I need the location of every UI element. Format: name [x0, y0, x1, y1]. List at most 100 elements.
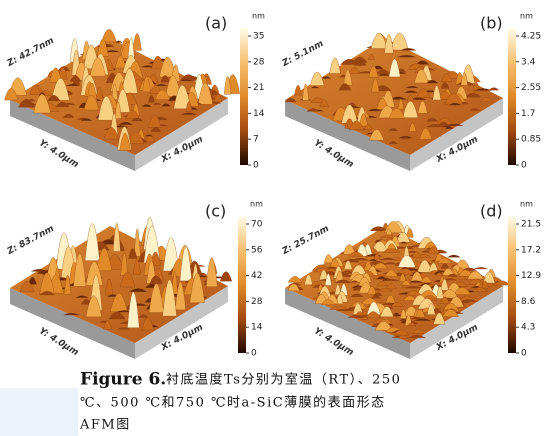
peak	[390, 32, 409, 51]
colorbar	[240, 28, 248, 165]
colorbar-tick-label: 14	[253, 109, 265, 119]
peak	[393, 329, 410, 336]
colorbar-tick-label: 4.25	[521, 32, 541, 42]
colorbar-tick-label: 0	[521, 161, 527, 171]
peak	[85, 261, 103, 286]
peak	[427, 246, 440, 254]
peak	[433, 312, 446, 325]
peak	[447, 254, 461, 258]
peak	[147, 115, 162, 128]
peak	[97, 38, 109, 57]
peak	[370, 295, 382, 299]
peak	[152, 102, 162, 105]
peak	[396, 232, 411, 243]
peak	[370, 229, 384, 232]
peak	[287, 283, 300, 292]
peak	[385, 283, 397, 290]
peak	[408, 122, 417, 132]
peak	[437, 257, 452, 264]
caption-label: Figure 6.	[80, 370, 166, 390]
peak	[133, 259, 141, 275]
peak	[115, 40, 123, 43]
peak	[432, 85, 441, 101]
colorbar-tick-label: 35	[253, 32, 264, 42]
peak	[412, 328, 425, 334]
peak	[306, 108, 320, 112]
peak	[175, 281, 186, 311]
peak	[121, 68, 138, 94]
peak	[390, 302, 404, 307]
peak	[33, 94, 51, 114]
peak	[223, 76, 232, 95]
caption-box	[0, 388, 78, 436]
peak	[302, 83, 309, 101]
peak	[347, 251, 364, 257]
peak	[481, 280, 489, 289]
colorbar-tick-label: 1.7	[521, 109, 535, 119]
peak	[111, 83, 118, 100]
peak	[469, 108, 481, 111]
peak	[353, 60, 367, 66]
peak	[350, 293, 364, 297]
colorbar-tick-label: 12.9	[521, 271, 541, 281]
peak	[150, 127, 162, 132]
peak	[368, 65, 379, 78]
peak	[426, 117, 439, 122]
colorbar-tick-label: 8.6	[521, 297, 536, 307]
peak	[323, 254, 334, 263]
peak	[384, 34, 394, 54]
peak	[127, 291, 140, 328]
peak	[321, 76, 332, 79]
colorbar-tick-label: 28	[251, 297, 263, 307]
peak	[206, 257, 218, 287]
peak	[405, 85, 420, 89]
peak	[149, 275, 163, 284]
peak	[435, 272, 444, 276]
caption-line: 衬底温度Ts分别为室温（RT）、250	[166, 372, 401, 388]
peak	[114, 101, 122, 119]
colorbar-tick-label: 42	[251, 271, 262, 281]
peak	[185, 101, 193, 112]
panel-label: (d)	[480, 202, 503, 221]
z-range-label: Z: 25.7nm	[280, 224, 331, 257]
peak	[84, 223, 100, 261]
peak	[370, 32, 388, 49]
peak	[189, 272, 205, 303]
peak	[419, 128, 433, 140]
peak	[474, 88, 492, 91]
peak	[148, 95, 155, 103]
peak	[19, 281, 35, 293]
peak	[119, 132, 131, 151]
peak	[141, 317, 154, 331]
peak	[112, 223, 121, 252]
peak	[287, 276, 302, 283]
peak	[181, 112, 197, 115]
peak	[350, 280, 359, 283]
side-wall	[410, 98, 503, 171]
peak	[473, 267, 488, 270]
z-range-label: Z: 83.7nm	[5, 224, 56, 257]
colorbar	[238, 216, 246, 353]
peak	[47, 95, 61, 102]
peak	[197, 82, 213, 105]
peak	[336, 308, 354, 311]
peak	[453, 287, 472, 295]
peak	[75, 295, 89, 298]
peak	[372, 262, 389, 270]
peak	[371, 78, 380, 93]
peak	[448, 102, 462, 106]
peak	[28, 277, 37, 285]
peak	[397, 98, 405, 110]
colorbar-tick-label: 56	[251, 245, 263, 255]
peak	[400, 241, 408, 244]
peak	[214, 93, 223, 103]
peak	[320, 299, 336, 305]
panel-label: (c)	[205, 202, 226, 221]
peak	[72, 79, 81, 85]
peak	[119, 271, 136, 288]
peak	[417, 100, 428, 114]
side-wall	[135, 98, 228, 171]
peak	[103, 127, 119, 140]
peak	[440, 82, 450, 89]
